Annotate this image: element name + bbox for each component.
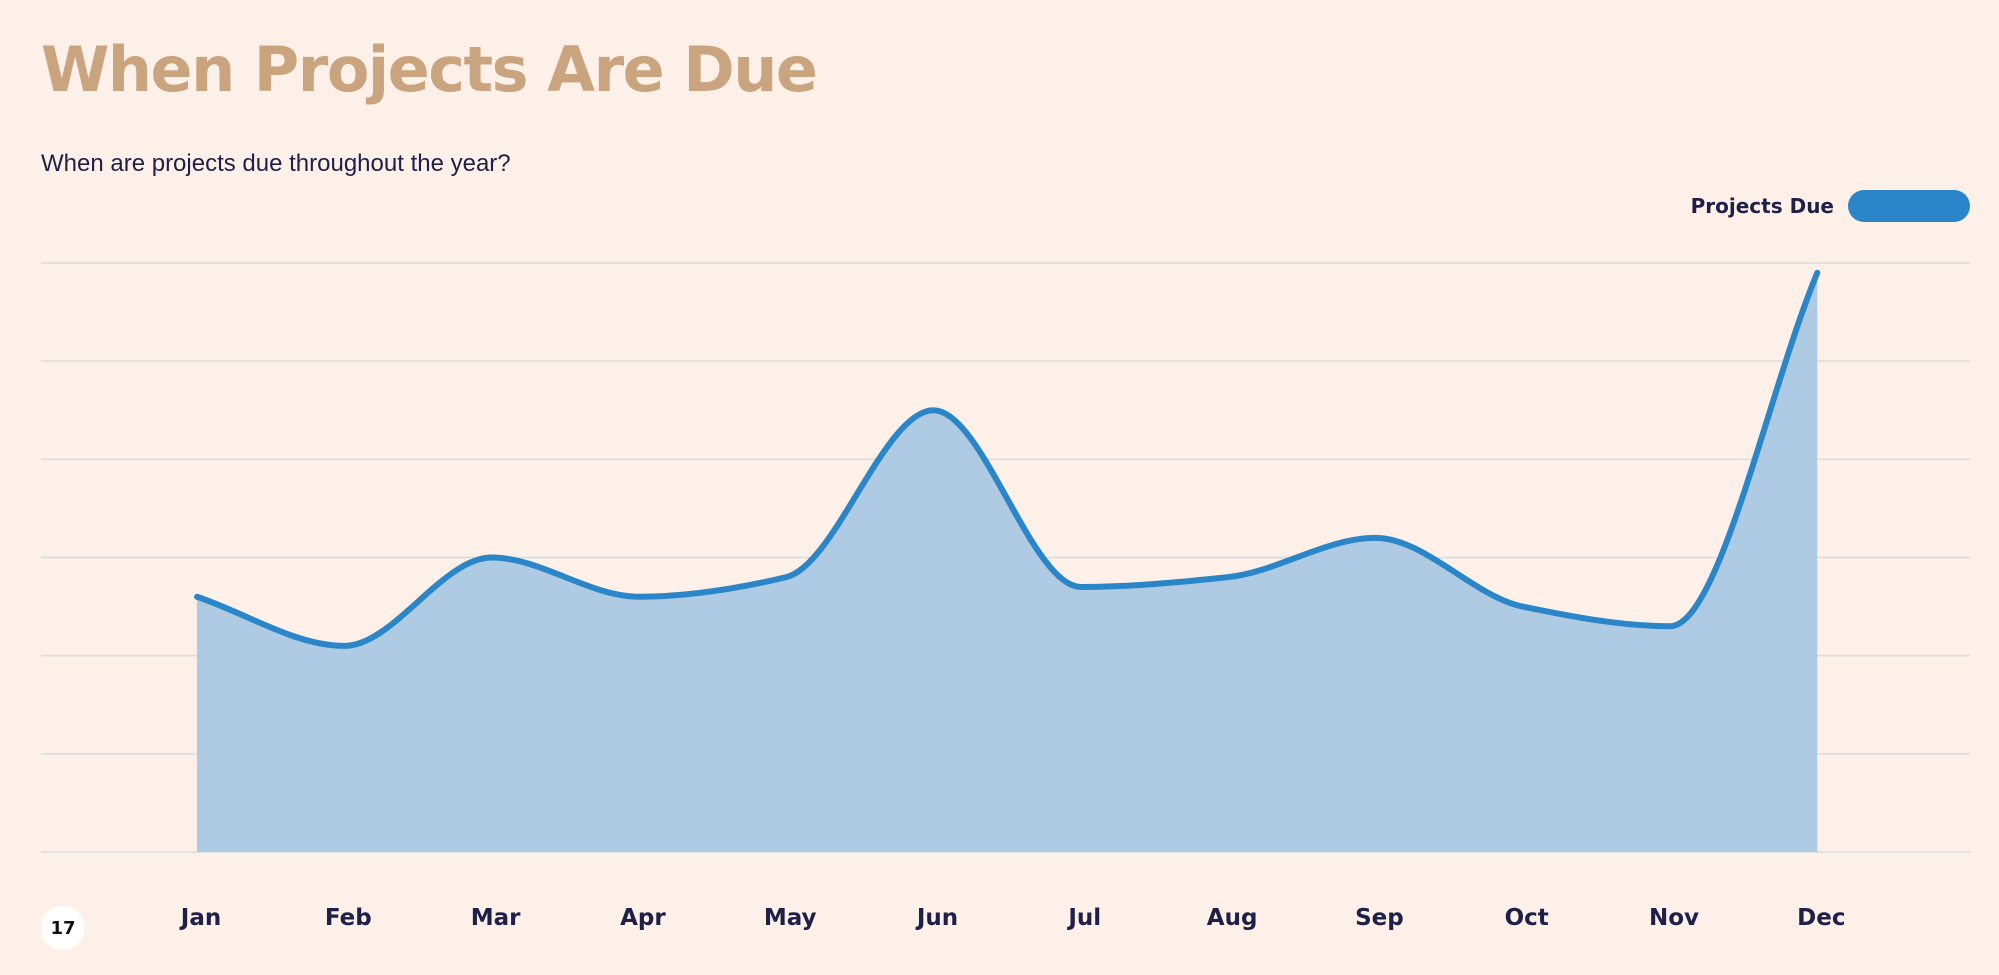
x-axis-tick-labels: Jan Feb Mar Apr May Jun Jul Aug Sep Oct Nov Dec — [179, 905, 1846, 931]
page-subtitle: When are projects due throughout the yea… — [41, 150, 511, 177]
x-tick-label-may: May — [764, 905, 817, 931]
data-point-nov — [1667, 623, 1673, 629]
data-point-feb — [341, 643, 347, 649]
x-tick-label-oct: Oct — [1505, 905, 1549, 931]
x-tick-label-sep: Sep — [1355, 905, 1404, 931]
x-tick-label-apr: Apr — [620, 905, 666, 931]
data-point-mar — [489, 555, 495, 561]
data-point-jul — [1078, 584, 1084, 590]
x-tick-label-jun: Jun — [915, 905, 958, 931]
data-point-dec — [1814, 270, 1820, 276]
series-line-projects-due — [194, 269, 1821, 649]
data-point-jan — [194, 594, 200, 600]
x-tick-label-mar: Mar — [471, 905, 521, 931]
data-point-apr — [636, 594, 642, 600]
page-number-badge: 17 — [41, 906, 85, 950]
x-tick-label-feb: Feb — [325, 905, 372, 931]
legend-swatch-projects-due — [1848, 190, 1970, 222]
data-point-sep — [1372, 535, 1378, 541]
data-point-aug — [1225, 574, 1231, 580]
data-point-oct — [1520, 604, 1526, 610]
x-tick-label-dec: Dec — [1797, 905, 1845, 931]
legend: Projects Due — [1691, 190, 1970, 222]
area-fill-projects-due — [197, 272, 1818, 853]
legend-label-projects-due: Projects Due — [1690, 194, 1834, 218]
data-point-may — [783, 574, 789, 580]
x-tick-label-jan: Jan — [179, 905, 221, 931]
data-point-jun — [931, 407, 937, 413]
x-tick-label-aug: Aug — [1207, 905, 1258, 931]
page-title: When Projects Are Due — [41, 33, 818, 106]
x-tick-label-jul: Jul — [1066, 905, 1101, 931]
x-tick-label-nov: Nov — [1649, 905, 1699, 931]
